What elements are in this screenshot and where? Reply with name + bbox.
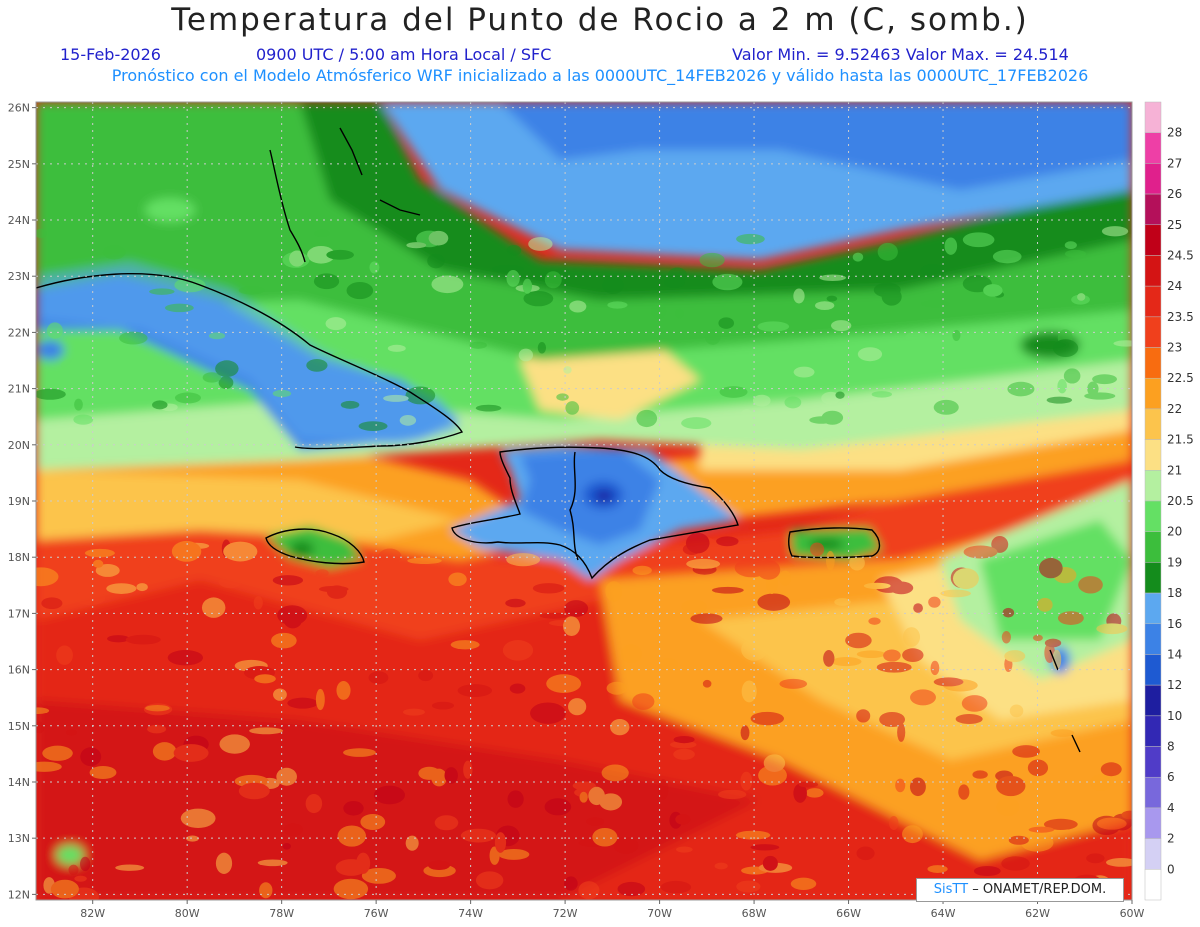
lat-tick-label: 19N [8, 495, 30, 508]
legend-label: 28 [1167, 126, 1182, 140]
credit-text: – ONAMET/REP.DOM. [968, 882, 1107, 897]
legend-swatch [1144, 776, 1162, 809]
lon-tick-label: 74W [458, 907, 483, 920]
legend-swatch [1144, 285, 1162, 318]
legend-swatch [1144, 316, 1162, 348]
legend-swatch [1144, 470, 1162, 502]
legend-swatch [1144, 869, 1162, 901]
lon-tick-label: 68W [742, 907, 767, 920]
legend-swatch [1144, 101, 1162, 133]
lon-tick-label: 60W [1120, 907, 1145, 920]
legend-swatch [1144, 500, 1162, 532]
legend-swatch [1144, 408, 1162, 440]
lat-tick-label: 15N [8, 720, 30, 733]
legend-swatch [1144, 163, 1162, 195]
legend-label: 25 [1167, 218, 1182, 232]
lat-tick-label: 21N [8, 383, 30, 396]
longitude-labels: 82W 80W 78W 76W 74W 72W 70W 68W 66W 64W 62W 60W [80, 900, 1145, 920]
legend-swatch [1144, 562, 1162, 594]
legend-label: 14 [1167, 647, 1182, 661]
legend-label: 27 [1167, 156, 1182, 170]
date-label: 15-Feb-2026 [60, 45, 161, 64]
lat-tick-label: 22N [8, 326, 30, 339]
legend-swatch [1144, 224, 1162, 256]
legend-swatch [1144, 684, 1162, 717]
legend-label: 4 [1167, 801, 1175, 815]
legend-label: 6 [1167, 770, 1175, 784]
legend-label: 20 [1167, 525, 1182, 539]
legend-swatch [1144, 654, 1162, 686]
legend-swatch [1144, 746, 1162, 778]
legend-label: 21 [1167, 463, 1182, 477]
legend-label: 10 [1167, 709, 1182, 723]
graticule [36, 102, 1132, 900]
legend-label: 18 [1167, 586, 1182, 600]
lon-tick-label: 76W [364, 907, 389, 920]
minmax-label: Valor Min. = 9.52463 Valor Max. = 24.514 [732, 45, 1069, 64]
lat-tick-label: 14N [8, 776, 30, 789]
legend-label: 23.5 [1167, 310, 1194, 324]
legend-label: 2 [1167, 832, 1175, 846]
legend-swatch [1144, 439, 1162, 471]
legend-swatch [1144, 592, 1162, 625]
lat-tick-label: 24N [8, 214, 30, 227]
forecast-info: Pronóstico con el Modelo Atmósferico WRF… [111, 66, 1089, 85]
legend-label: 12 [1167, 678, 1182, 692]
legend-label: 24.5 [1167, 248, 1194, 262]
legend-swatch [1144, 838, 1162, 870]
lat-tick-label: 13N [8, 832, 30, 845]
legend-swatch [1144, 132, 1162, 164]
lon-tick-label: 66W [836, 907, 861, 920]
legend-swatch [1144, 715, 1162, 747]
legend-label: 16 [1167, 617, 1182, 631]
legend-label: 24 [1167, 279, 1182, 293]
lon-tick-label: 82W [80, 907, 105, 920]
legend-swatch [1144, 807, 1162, 839]
lon-tick-label: 62W [1025, 907, 1050, 920]
lon-tick-label: 78W [269, 907, 294, 920]
brand-logo: SisTT [933, 882, 969, 897]
legend-label: 23 [1167, 341, 1182, 355]
map-title: Temperatura del Punto de Rocio a 2 m (C,… [171, 2, 1029, 38]
lon-tick-label: 72W [553, 907, 578, 920]
legend-label: 21.5 [1167, 433, 1194, 447]
time-label: 0900 UTC / 5:00 am Hora Local / SFC [256, 45, 552, 64]
lat-tick-label: 12N [8, 888, 30, 901]
legend-swatch [1144, 377, 1162, 410]
legend-label: 0 [1167, 862, 1175, 876]
legend-swatch [1144, 623, 1162, 655]
lat-tick-label: 18N [8, 551, 30, 564]
latitude-labels: 26N 25N 24N 23N 22N 21N 20N 19N 18N 17N 16N 15N 14N 1… [8, 102, 36, 901]
lon-tick-label: 64W [931, 907, 956, 920]
lat-tick-label: 20N [8, 439, 30, 452]
legend-swatch [1144, 347, 1162, 379]
legend-swatch [1144, 531, 1162, 563]
lat-tick-label: 23N [8, 270, 30, 283]
credit-box: SisTT – ONAMET/REP.DOM. [916, 878, 1124, 902]
legend-swatch [1144, 193, 1162, 226]
lat-tick-label: 17N [8, 607, 30, 620]
colorbar-legend: 2827262524.52423.52322.52221.52120.52019… [1144, 101, 1194, 901]
legend-label: 20.5 [1167, 494, 1194, 508]
legend-label: 22 [1167, 402, 1182, 416]
legend-swatch [1144, 255, 1162, 287]
legend-label: 22.5 [1167, 371, 1194, 385]
lon-tick-label: 70W [647, 907, 672, 920]
lat-tick-label: 16N [8, 664, 30, 677]
legend-label: 26 [1167, 187, 1182, 201]
lat-tick-label: 25N [8, 158, 30, 171]
legend-label: 8 [1167, 740, 1175, 754]
dewpoint-field [36, 102, 1132, 900]
lat-tick-label: 26N [8, 102, 30, 115]
coastlines [36, 127, 1081, 753]
legend-label: 19 [1167, 555, 1182, 569]
lon-tick-label: 80W [175, 907, 200, 920]
